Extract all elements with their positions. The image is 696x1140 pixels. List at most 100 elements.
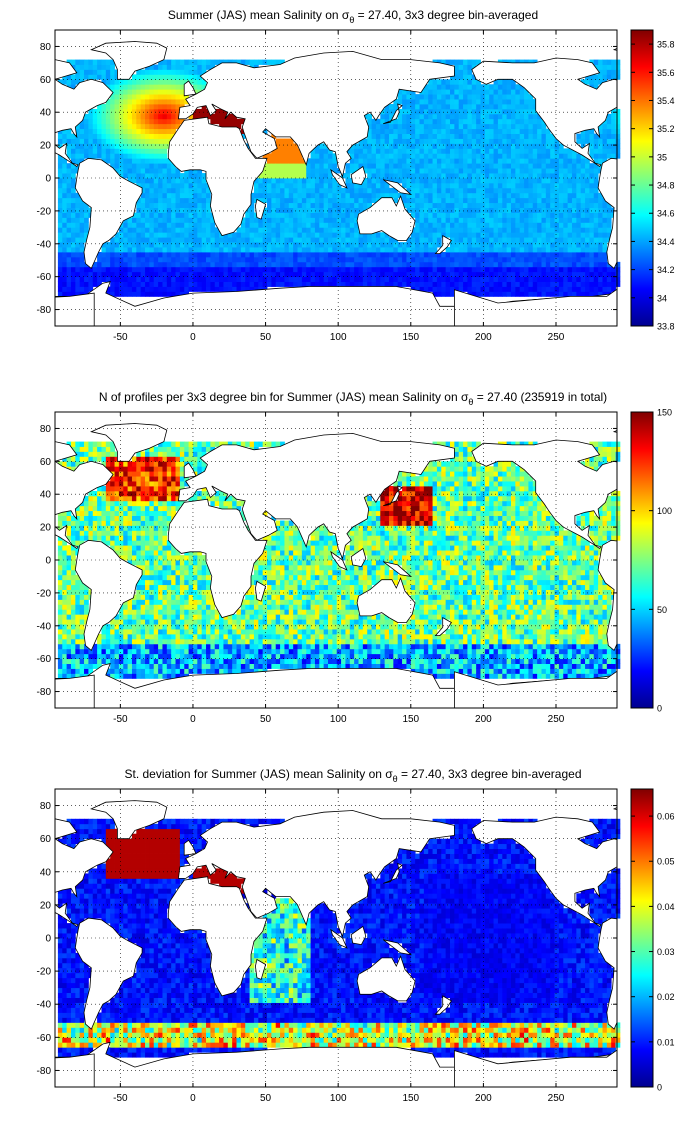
bin-cell bbox=[345, 192, 351, 199]
bin-cell bbox=[367, 256, 372, 263]
bin-cell bbox=[445, 187, 451, 194]
bin-cell bbox=[92, 648, 98, 655]
bin-cell bbox=[406, 89, 412, 95]
bin-cell bbox=[550, 237, 555, 243]
bin-cell bbox=[406, 256, 412, 263]
bin-cell bbox=[480, 128, 486, 134]
bin-cell bbox=[550, 207, 555, 213]
colorbar-tick-label: 33.8 bbox=[657, 322, 675, 332]
bin-cell bbox=[606, 59, 612, 65]
bin-cell bbox=[62, 545, 68, 551]
bin-cell bbox=[537, 291, 542, 297]
bin-cell bbox=[332, 256, 338, 263]
bin-cell bbox=[227, 237, 233, 243]
bin-cell bbox=[149, 158, 155, 164]
bin-cell bbox=[367, 192, 372, 199]
bin-cell bbox=[397, 173, 403, 179]
bin-cell bbox=[585, 74, 590, 80]
bin-cell bbox=[497, 89, 503, 95]
bin-cell bbox=[288, 187, 294, 194]
bin-cell bbox=[410, 261, 416, 268]
bin-cell bbox=[114, 510, 120, 516]
bin-cell bbox=[271, 256, 277, 263]
bin-cell bbox=[489, 182, 494, 189]
bin-cell bbox=[301, 252, 307, 258]
bin-cell bbox=[280, 207, 285, 213]
bin-cell bbox=[454, 222, 460, 228]
bin-cell bbox=[127, 614, 133, 620]
bin-cell bbox=[75, 202, 81, 208]
bin-cell bbox=[615, 271, 621, 278]
bin-cell bbox=[70, 579, 76, 586]
coastline-antarctica bbox=[55, 292, 95, 326]
bin-cell bbox=[332, 182, 338, 189]
bin-cell bbox=[480, 217, 486, 223]
bin-cell bbox=[580, 232, 586, 238]
bin-cell bbox=[240, 276, 246, 282]
bin-cell bbox=[57, 614, 63, 620]
bin-cell bbox=[349, 182, 355, 189]
bin-cell bbox=[262, 59, 268, 65]
bin-cell bbox=[432, 153, 438, 159]
bin-cell bbox=[70, 158, 76, 164]
bin-cell bbox=[397, 99, 403, 105]
bin-cell bbox=[554, 261, 560, 268]
coastline-sumatra bbox=[330, 168, 348, 189]
bin-cell bbox=[602, 212, 608, 218]
bin-cell bbox=[428, 252, 433, 258]
bin-cell bbox=[114, 237, 120, 243]
bin-cell bbox=[258, 192, 264, 199]
bin-cell bbox=[310, 212, 316, 218]
bin-cell bbox=[467, 84, 473, 90]
bin-cell bbox=[253, 261, 259, 268]
bin-cell bbox=[66, 138, 72, 144]
bin-cell bbox=[362, 182, 368, 189]
bin-cell bbox=[489, 163, 494, 169]
bin-cell bbox=[510, 123, 516, 130]
bin-cell bbox=[127, 481, 133, 487]
bin-cell bbox=[436, 276, 442, 282]
bin-cell bbox=[524, 148, 529, 154]
bin-cell bbox=[245, 227, 250, 233]
bin-cell bbox=[328, 232, 333, 238]
bin-cell bbox=[558, 291, 564, 297]
bin-cell bbox=[471, 64, 477, 70]
bin-cell bbox=[515, 94, 521, 100]
bin-cell bbox=[57, 515, 63, 521]
bin-cell bbox=[593, 256, 599, 263]
bin-cell bbox=[458, 123, 464, 130]
bin-cell bbox=[79, 69, 85, 75]
x-tick-label: 250 bbox=[548, 332, 565, 343]
bin-cell bbox=[314, 261, 320, 268]
bin-cell bbox=[75, 673, 81, 679]
bin-cell bbox=[118, 286, 124, 292]
bin-cell bbox=[454, 84, 460, 90]
bin-cell bbox=[463, 74, 468, 80]
bin-cell bbox=[323, 153, 329, 159]
bin-cell bbox=[149, 281, 155, 287]
bin-cell bbox=[232, 113, 237, 120]
bin-cell bbox=[354, 148, 359, 154]
bin-cell bbox=[336, 261, 342, 268]
bin-cell bbox=[88, 495, 94, 502]
bin-cell bbox=[445, 222, 451, 228]
bin-cell bbox=[519, 192, 525, 199]
bin-cell bbox=[497, 232, 503, 238]
bin-cell bbox=[528, 192, 534, 199]
bin-cell bbox=[314, 242, 320, 248]
bin-cell bbox=[419, 261, 425, 268]
bin-cell bbox=[502, 227, 508, 233]
bin-cell bbox=[463, 133, 468, 139]
bin-cell bbox=[271, 271, 277, 278]
bin-cell bbox=[571, 232, 577, 238]
bin-cell bbox=[210, 118, 216, 125]
bin-cell bbox=[105, 446, 111, 452]
bin-cell bbox=[88, 59, 94, 65]
bin-cell bbox=[57, 643, 63, 650]
bin-cell bbox=[563, 232, 569, 238]
bin-cell bbox=[92, 143, 98, 149]
bin-cell bbox=[79, 634, 85, 640]
bin-cell bbox=[201, 84, 207, 90]
bin-cell bbox=[493, 89, 499, 95]
bin-cell bbox=[88, 525, 94, 531]
